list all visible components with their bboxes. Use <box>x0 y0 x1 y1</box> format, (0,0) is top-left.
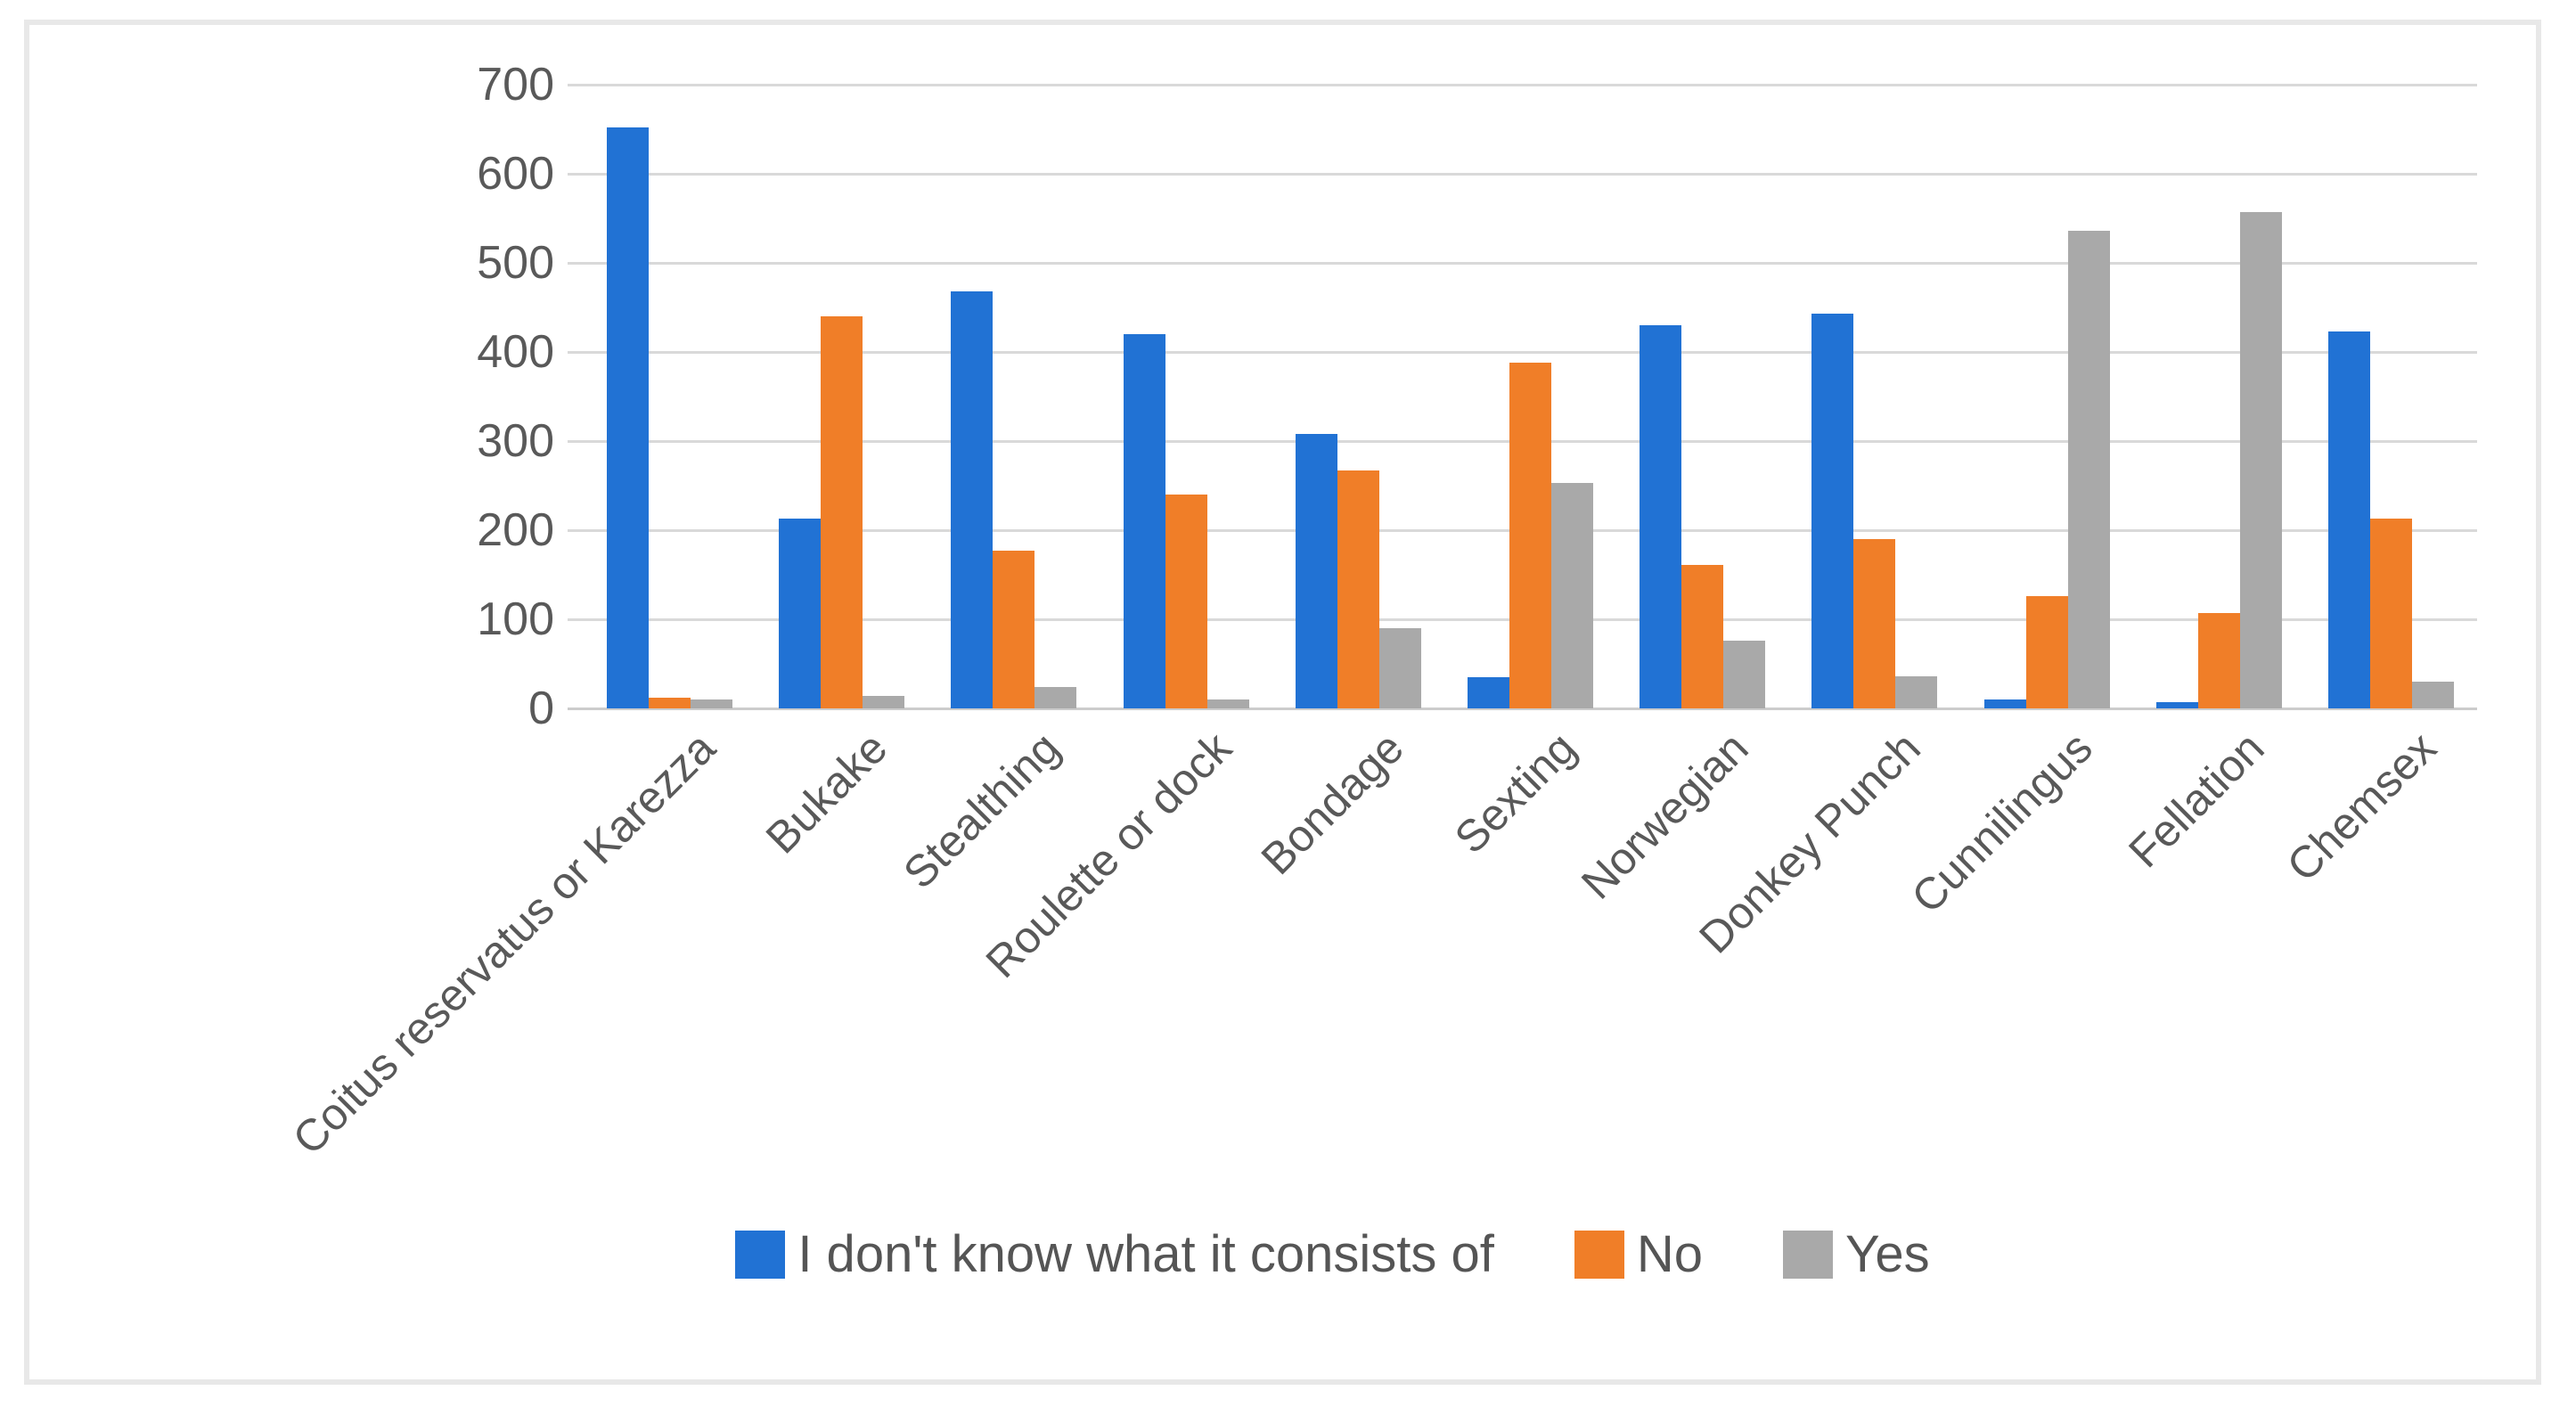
bar <box>1509 363 1551 708</box>
bar <box>1853 539 1895 708</box>
bar <box>2026 596 2068 708</box>
bar <box>2156 702 2198 708</box>
gridline <box>568 84 2477 86</box>
x-axis-line <box>568 708 2477 710</box>
legend: I don't know what it consists of No Yes <box>89 1226 2576 1283</box>
chart-panel-border <box>24 20 2541 1385</box>
bar <box>2240 212 2282 708</box>
bar <box>779 519 821 708</box>
bar <box>691 699 732 708</box>
bar <box>1296 434 1337 708</box>
bar <box>1984 699 2026 708</box>
legend-label: I don't know what it consists of <box>797 1225 1494 1283</box>
bar <box>863 696 904 708</box>
legend-swatch-icon <box>1574 1231 1624 1279</box>
bar <box>2328 331 2370 708</box>
y-tick-label: 400 <box>477 326 554 378</box>
y-tick-label: 300 <box>477 415 554 467</box>
bar <box>821 316 863 708</box>
bar <box>1207 699 1249 708</box>
bar <box>2198 613 2240 708</box>
y-tick-label: 0 <box>528 683 554 734</box>
bar <box>1379 628 1421 708</box>
bar <box>2412 682 2454 708</box>
legend-swatch-icon <box>1783 1231 1834 1279</box>
bar <box>1723 641 1765 708</box>
legend-item: Yes <box>1783 1226 1930 1283</box>
bar <box>1034 687 1076 708</box>
y-tick-label: 200 <box>477 504 554 556</box>
bar <box>607 127 649 708</box>
bar <box>2068 231 2110 708</box>
bar <box>1640 325 1681 708</box>
bar <box>1811 314 1853 708</box>
bar <box>2370 519 2412 708</box>
y-tick-label: 100 <box>477 593 554 645</box>
y-tick-label: 700 <box>477 59 554 110</box>
y-tick-label: 500 <box>477 237 554 289</box>
bar <box>1165 495 1207 708</box>
bar <box>1124 334 1165 708</box>
legend-swatch-icon <box>735 1231 786 1279</box>
gridline <box>568 262 2477 265</box>
bar <box>649 698 691 708</box>
legend-item: No <box>1574 1226 1703 1283</box>
gridline <box>568 173 2477 176</box>
legend-label: Yes <box>1845 1225 1930 1283</box>
bar <box>1337 470 1379 708</box>
bar <box>1681 565 1723 708</box>
bar <box>1895 676 1937 708</box>
y-tick-label: 600 <box>477 148 554 200</box>
legend-label: No <box>1636 1225 1704 1283</box>
bar <box>1468 677 1509 708</box>
gridline <box>568 351 2477 354</box>
bar <box>1551 483 1593 708</box>
legend-item: I don't know what it consists of <box>735 1226 1494 1283</box>
bar <box>993 551 1034 708</box>
bar <box>951 291 993 708</box>
